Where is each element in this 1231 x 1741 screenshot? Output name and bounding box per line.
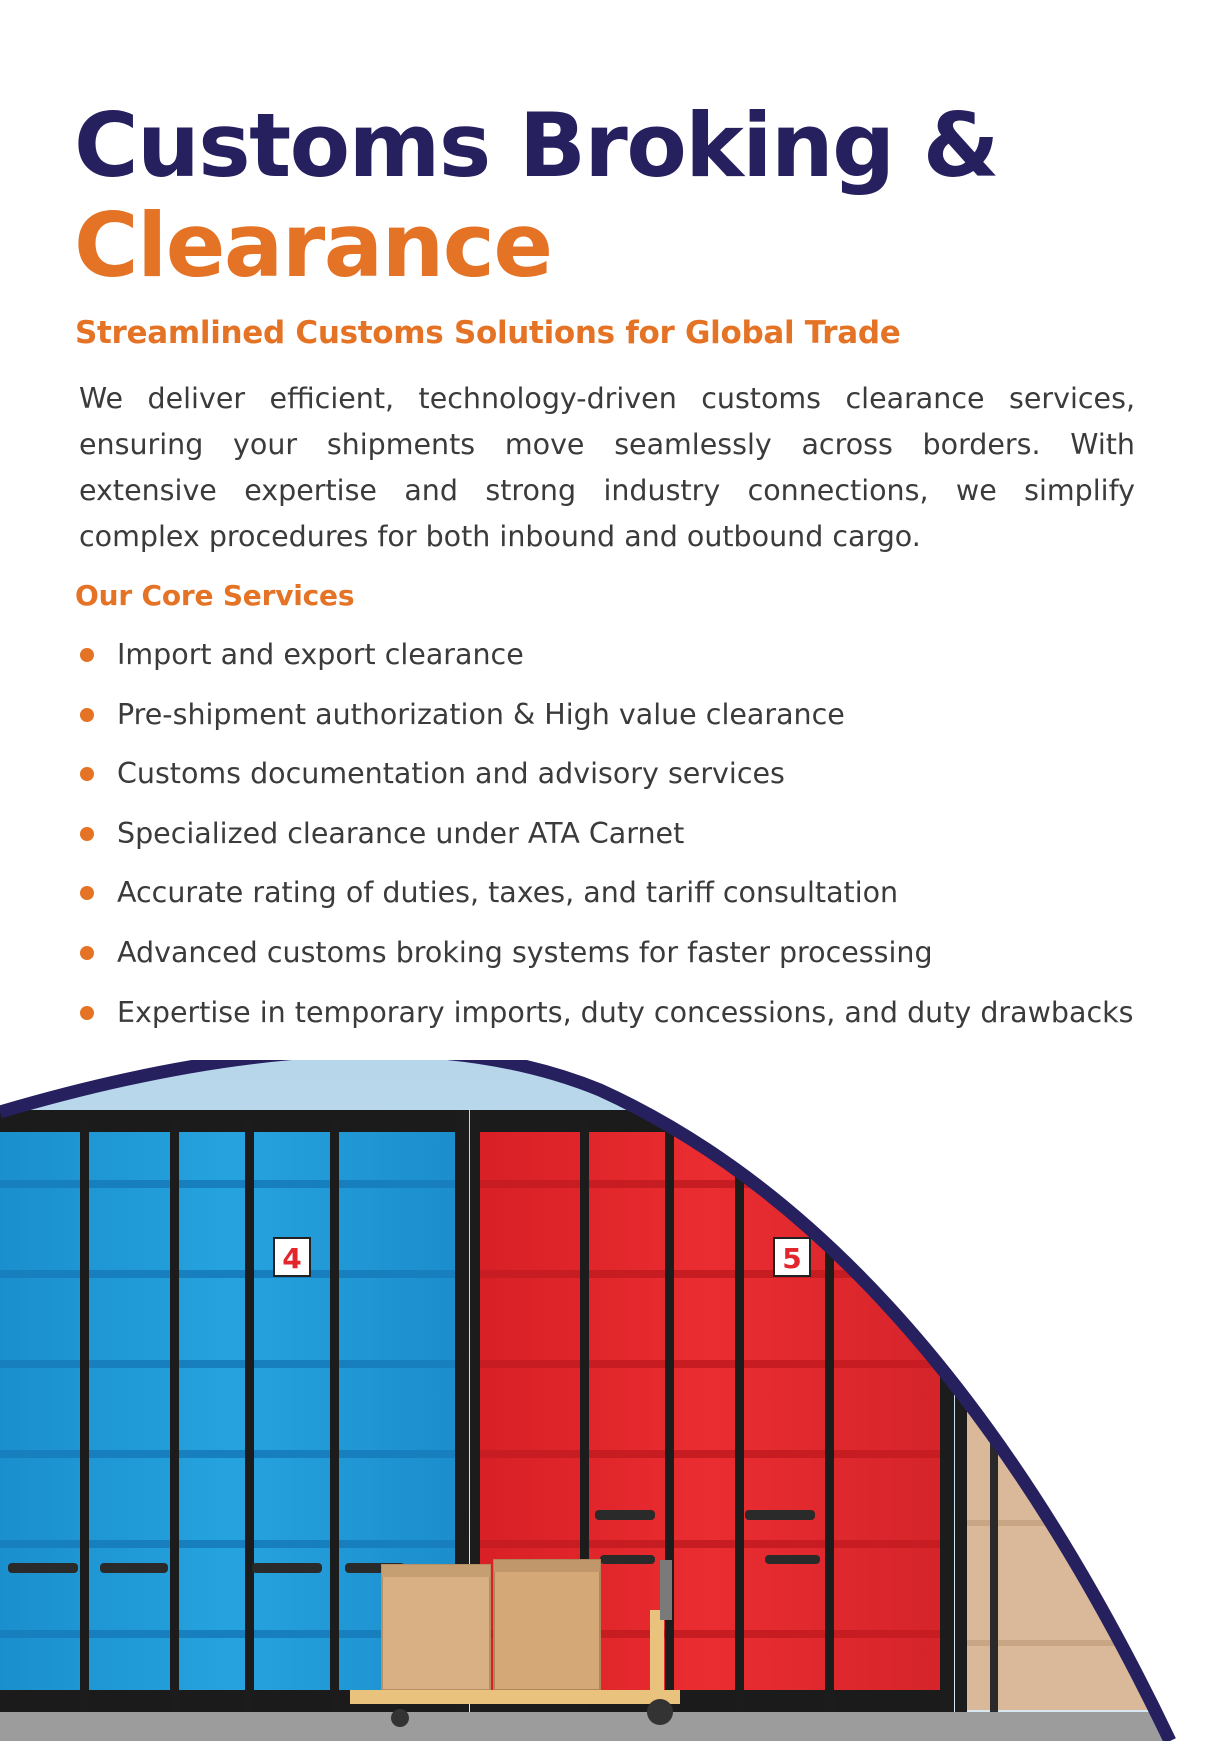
bullet-icon [80,1005,94,1020]
service-item-label: Customs documentation and advisory servi… [117,757,785,791]
container-number-4: 4 [282,1242,301,1275]
bullet-icon [80,648,94,662]
pallet-jack [350,1560,680,1727]
core-services-list: Import and export clearance Pre-shipment… [80,632,1133,1049]
bullet-icon [80,826,94,841]
page-subtitle: Streamlined Customs Solutions for Global… [75,315,901,351]
page-title: Customs Broking & Clearance [74,94,999,297]
container-number-5: 5 [782,1242,801,1275]
service-item: Advanced customs broking systems for fas… [80,930,1133,990]
service-item-label: Pre-shipment authorization & High value … [117,697,845,731]
container-number-badge [273,1237,311,1277]
service-item: Customs documentation and advisory servi… [80,751,1133,811]
page-title-line-1: Customs Broking & [74,94,999,197]
intro-paragraph: We deliver efficient, technology-driven … [79,382,1135,553]
service-item: Import and export clearance [80,632,1133,692]
photo-content: 4 [0,1060,1170,1741]
service-item: Pre-shipment authorization & High value … [80,692,1133,752]
core-services-heading: Our Core Services [75,579,355,612]
service-item: Expertise in temporary imports, duty con… [80,990,1133,1050]
service-item: Accurate rating of duties, taxes, and ta… [80,870,1133,930]
shipping-containers-photo: 4 [0,1060,1176,1741]
decorative-arc [0,1060,1176,1741]
blue-container: 4 [0,1110,469,1720]
page-title-line-2: Clearance [74,194,553,297]
ground [0,1712,1170,1741]
service-item: Specialized clearance under ATA Carnet [80,811,1133,871]
container-number-badge [773,1237,811,1277]
service-item-label: Specialized clearance under ATA Carnet [117,816,685,850]
bullet-icon [80,767,94,782]
beige-container [955,1110,1170,1720]
service-item-label: Accurate rating of duties, taxes, and ta… [117,876,899,910]
service-item-label: Expertise in temporary imports, duty con… [117,995,1134,1029]
service-item-label: Advanced customs broking systems for fas… [117,935,933,969]
service-item-label: Import and export clearance [117,638,524,671]
bullet-icon [80,707,94,722]
bullet-icon [80,945,94,960]
cardboard-boxes [381,1559,601,1691]
bullet-icon [80,886,94,901]
